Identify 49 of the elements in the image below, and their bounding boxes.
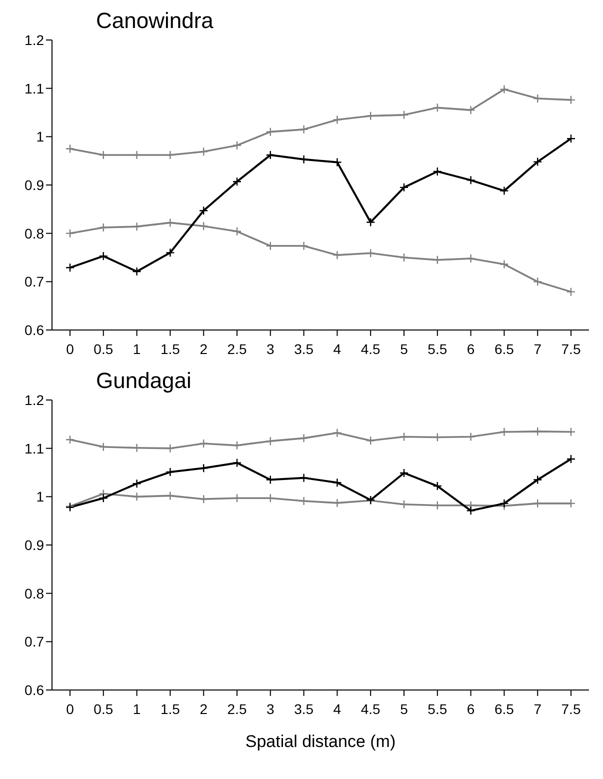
x-tick-label: 7.5	[561, 700, 581, 717]
y-tick-label: 0.9	[24, 176, 44, 193]
x-tick-label: 1	[132, 700, 141, 717]
y-tick-label: 0.7	[24, 274, 44, 290]
chart-title: Canowindra	[96, 8, 214, 34]
x-tick-label: 4	[333, 700, 342, 717]
x-tick-label: 5	[400, 700, 408, 717]
x-tick-label: 5.5	[428, 340, 448, 357]
y-tick-label: 0.6	[24, 682, 44, 698]
chart-title: Gundagai	[96, 368, 192, 394]
x-tick-label: 0.5	[94, 700, 114, 717]
x-axis-title: Spatial distance (m)	[245, 732, 396, 751]
x-tick-label: 1	[132, 340, 141, 357]
x-tick-label: 7.5	[561, 340, 581, 357]
x-tick-label: 4	[333, 340, 342, 357]
x-tick-label: 7	[534, 340, 542, 357]
x-tick-label: 0.5	[94, 340, 114, 357]
x-tick-label: 4.5	[360, 340, 381, 357]
x-tick-label: 7	[534, 700, 542, 717]
y-tick-label: 1	[36, 128, 44, 145]
y-tick-label: 1.2	[24, 392, 44, 408]
x-tick-label: 3.5	[294, 340, 314, 357]
x-tick-label: 6	[466, 700, 475, 717]
x-tick-label: 3	[266, 340, 274, 357]
y-tick-label: 0.8	[24, 225, 44, 242]
y-tick-label: 0.7	[24, 634, 44, 650]
y-tick-label: 0.9	[24, 536, 44, 553]
x-tick-label: 3	[266, 700, 274, 717]
x-tick-label: 0	[66, 700, 74, 717]
x-tick-label: 2.5	[227, 340, 247, 357]
x-tick-label: 1.5	[160, 340, 180, 357]
x-tick-label: 6	[466, 340, 475, 357]
y-tick-label: 1.1	[24, 440, 44, 456]
x-tick-label: 2	[200, 700, 208, 717]
x-tick-label: 3.5	[294, 700, 314, 717]
y-tick-label: 0.8	[24, 585, 44, 602]
y-tick-label: 1.1	[24, 80, 44, 96]
y-tick-label: 0.6	[24, 322, 44, 338]
x-tick-label: 6.5	[494, 700, 514, 717]
x-tick-label: 5.5	[428, 700, 448, 717]
x-tick-label: 2.5	[227, 700, 247, 717]
x-tick-label: 6.5	[494, 340, 514, 357]
x-tick-label: 2	[200, 340, 208, 357]
x-tick-label: 0	[66, 340, 74, 357]
x-tick-label: 1.5	[160, 700, 180, 717]
x-tick-label: 4.5	[360, 700, 381, 717]
x-tick-label: 5	[400, 340, 408, 357]
y-tick-label: 1	[36, 488, 44, 505]
y-tick-label: 1.2	[24, 32, 44, 48]
